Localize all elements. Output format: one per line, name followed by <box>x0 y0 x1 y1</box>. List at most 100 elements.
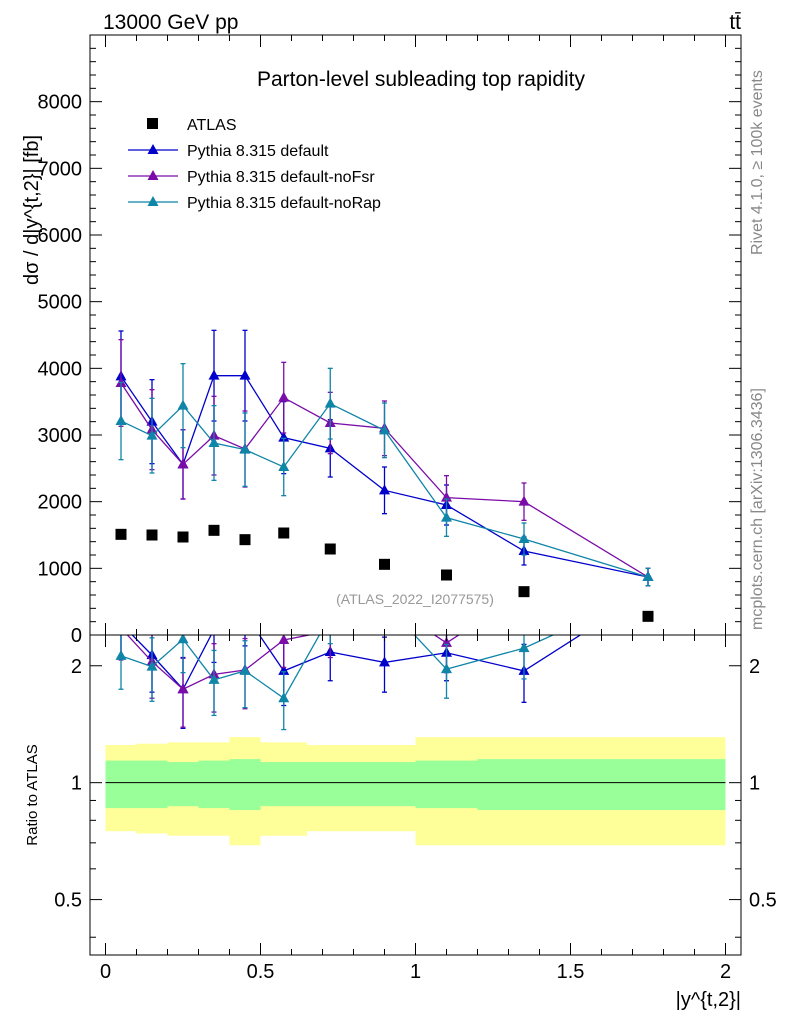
main-panel: 0 1000 2000 3000 4000 5000 6000 7000 8000 Parton… <box>21 34 742 647</box>
atlas-data-point <box>441 569 452 581</box>
ratio-tick-label-left: 2 <box>71 656 82 678</box>
ratio-band-inner <box>198 760 230 809</box>
legend-label-atlas: ATLAS <box>187 117 237 134</box>
ratio-tick-label-right: 2 <box>749 656 760 678</box>
ratio-tick-label-left: 1 <box>71 773 82 795</box>
atlas-data-point <box>642 610 654 622</box>
atlas-data-point <box>278 527 290 539</box>
atlas-data-point <box>518 586 530 598</box>
point-pythia-8-315-default-norap <box>239 443 251 454</box>
ratio-point-pythia-8-315-default <box>643 586 654 596</box>
x-tick-label: 1 <box>410 961 421 983</box>
legend-marker-default <box>147 144 159 154</box>
atlas-data-point <box>379 558 390 570</box>
point-pythia-8-315-default-norap <box>177 399 189 410</box>
legend: ATLAS Pythia 8.315 default Pythia 8.315 … <box>128 117 381 212</box>
atlas-data-point <box>115 528 127 540</box>
ratio-point-pythia-8-315-default <box>209 623 220 633</box>
point-pythia-8-315-default <box>239 369 251 380</box>
ratio-series-pythia-8-315-default-norap <box>115 586 654 731</box>
ratio-point-pythia-8-315-default-norap <box>278 692 290 703</box>
ratio-tick-label-left: 0.5 <box>54 890 82 912</box>
ratio-tick-label-right: 1 <box>749 773 760 795</box>
ratio-point-pythia-8-315-default-norap <box>177 635 189 644</box>
ratio-point-pythia-8-315-default-nofsr <box>325 625 336 635</box>
x-tick-label: 1.5 <box>557 961 585 983</box>
point-pythia-8-315-default-norap <box>379 424 390 435</box>
ratio-point-pythia-8-315-default <box>240 608 251 618</box>
atlas-data-point <box>146 529 158 541</box>
legend-label-default: Pythia 8.315 default <box>187 143 329 160</box>
ratio-band-inner <box>105 760 137 809</box>
ratio-band-inner <box>260 762 307 807</box>
point-pythia-8-315-default-norap <box>208 437 220 447</box>
atlas-data-point <box>177 531 189 543</box>
point-pythia-8-315-default-nofsr <box>278 391 290 402</box>
header-beam-label: 13000 GeV pp <box>103 11 238 34</box>
rivet-version-label: Rivet 4.1.0, ≥ 100k events <box>749 70 766 255</box>
ratio-band-inner <box>353 762 416 807</box>
ratio-point-pythia-8-315-default <box>116 617 127 627</box>
y-tick-label: 3000 <box>38 425 83 447</box>
point-pythia-8-315-default-nofsr <box>441 491 452 502</box>
y-tick-label: 8000 <box>38 92 83 114</box>
point-pythia-8-315-default-norap <box>441 511 452 522</box>
y-tick-label: 0 <box>71 625 82 647</box>
point-pythia-8-315-default <box>379 484 390 495</box>
ratio-band-inner <box>229 759 261 811</box>
ratio-point-pythia-8-315-default-norap <box>239 664 251 675</box>
series-pythia-8-315-default-nofsr <box>115 339 654 587</box>
x-tick-label: 2 <box>720 961 731 983</box>
y-tick-label: 4000 <box>38 358 83 380</box>
ratio-point-pythia-8-315-default-norap <box>208 673 220 684</box>
legend-label-nofsr: Pythia 8.315 default-noFsr <box>187 169 375 186</box>
point-pythia-8-315-default-nofsr <box>177 458 189 469</box>
ratio-point-pythia-8-315-default-norap <box>441 663 452 674</box>
ratio-point-pythia-8-315-default-norap <box>325 610 336 620</box>
ratio-band-inner <box>167 762 199 807</box>
ratio-panel: 0.5 0.5 1 1 2 2 Ratio to ATLAS <box>24 586 777 956</box>
ratio-point-pythia-8-315-default-norap <box>643 586 654 596</box>
y-tick-label: 2000 <box>38 492 83 514</box>
point-pythia-8-315-default-norap <box>278 461 290 471</box>
ratio-band-inner <box>136 760 168 809</box>
ratio-point-pythia-8-315-default-nofsr <box>643 586 654 596</box>
ratio-point-pythia-8-315-default <box>278 664 290 675</box>
y-tick-label: 5000 <box>38 292 83 314</box>
legend-label-norap: Pythia 8.315 default-noRap <box>187 195 381 212</box>
x-axis-label: |y^{t,2}| <box>676 989 741 1011</box>
point-pythia-8-315-default-norap <box>642 571 654 581</box>
ratio-point-pythia-8-315-default-norap <box>146 660 158 671</box>
ratio-point-pythia-8-315-default <box>379 656 390 667</box>
point-pythia-8-315-default-norap <box>324 397 336 408</box>
ratio-band-inner <box>477 759 571 811</box>
ratio-tick-label-right: 0.5 <box>749 890 777 912</box>
atlas-data-point <box>324 543 336 555</box>
x-tick-label: 0 <box>100 961 111 983</box>
ratio-point-pythia-8-315-default-nofsr <box>441 636 452 647</box>
ratio-point-pythia-8-315-default-norap <box>518 642 530 653</box>
series-pythia-8-315-default-norap <box>115 363 654 587</box>
analysis-tag: (ATLAS_2022_I2077575) <box>336 591 494 607</box>
ratio-point-pythia-8-315-default-nofsr <box>116 622 127 632</box>
point-pythia-8-315-default-nofsr <box>518 495 530 506</box>
legend-marker-nofsr <box>147 170 159 180</box>
ratio-point-pythia-8-315-default-norap <box>115 649 127 660</box>
x-tick-label: 0.5 <box>247 961 275 983</box>
y-tick-label: 6000 <box>38 225 83 247</box>
point-pythia-8-315-default <box>208 369 220 380</box>
chart-title: Parton-level subleading top rapidity <box>257 68 586 91</box>
point-pythia-8-315-default-norap <box>146 429 158 440</box>
legend-marker-atlas <box>147 118 158 129</box>
point-pythia-8-315-default <box>278 431 290 442</box>
y-tick-label: 1000 <box>38 558 83 580</box>
y-axis-label: dσ / d|y^{t,2}| [fb] <box>21 135 43 285</box>
ratio-band-inner <box>570 759 726 811</box>
mcplots-reference-label: mcplots.cern.ch [arXiv:1306.3436] <box>749 388 766 630</box>
atlas-data-point <box>239 534 251 546</box>
atlas-data-point <box>208 524 220 536</box>
ratio-y-axis-label: Ratio to ATLAS <box>24 744 41 845</box>
y-tick-label: 7000 <box>38 158 83 180</box>
ratio-point-pythia-8-315-default-nofsr <box>278 635 290 644</box>
